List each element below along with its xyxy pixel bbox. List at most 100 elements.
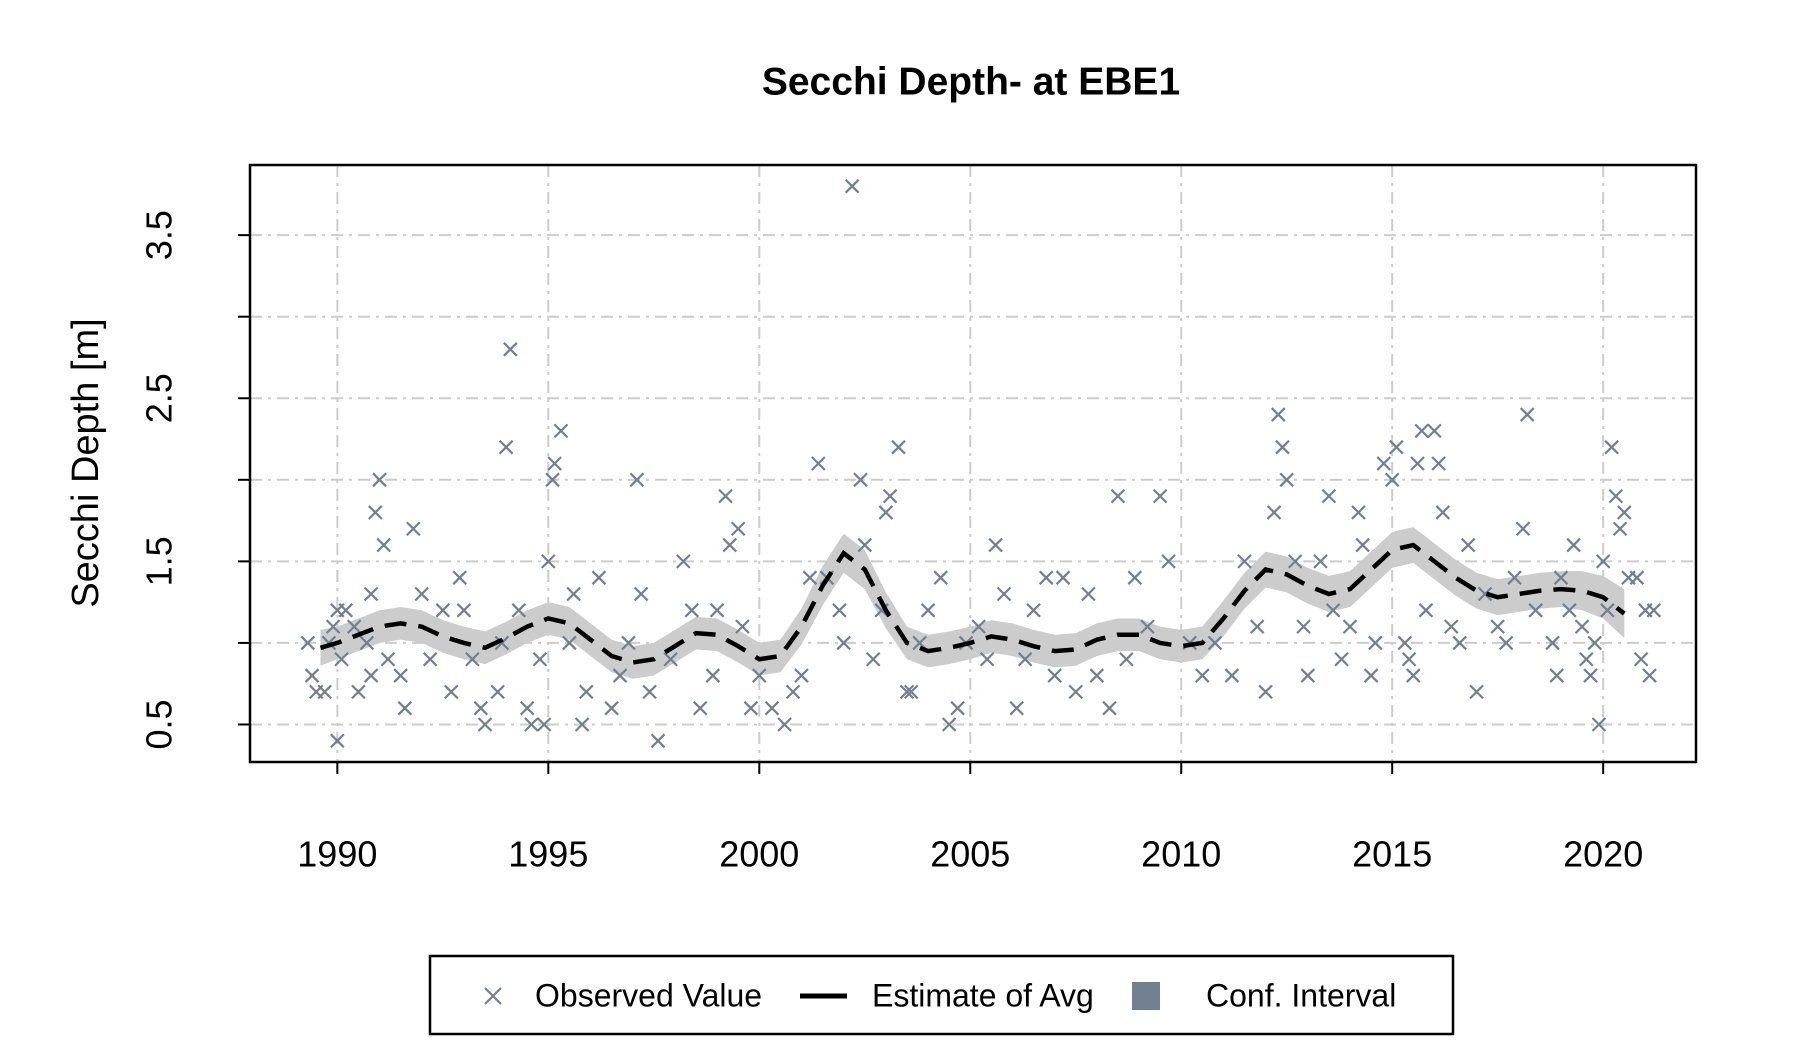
observed-point bbox=[477, 717, 493, 732]
estimate-line bbox=[319, 542, 1626, 665]
axis-layer: 1990 1995 2000 2005 2010 2015 2020 0.5 1.5 2.5 3.5 bbox=[139, 163, 1698, 875]
observed-point bbox=[1287, 554, 1303, 569]
observed-point bbox=[1549, 668, 1565, 683]
observed-point bbox=[709, 603, 725, 618]
observed-point bbox=[456, 603, 472, 618]
observed-point bbox=[338, 603, 354, 618]
observed-point bbox=[465, 651, 480, 667]
observed-point bbox=[1140, 619, 1155, 634]
observed-point bbox=[1279, 472, 1294, 488]
observed-point bbox=[857, 537, 873, 553]
legend-box bbox=[428, 954, 1455, 1036]
observed-point bbox=[1519, 407, 1535, 422]
observed-point bbox=[376, 537, 392, 553]
observed-point bbox=[1452, 635, 1467, 651]
observed-point bbox=[604, 700, 619, 716]
observed-point bbox=[1110, 488, 1126, 504]
observed-point bbox=[1389, 439, 1404, 455]
legend-label: Estimate of Avg bbox=[872, 977, 1094, 1013]
observed-point bbox=[1579, 651, 1594, 667]
observed-point bbox=[1055, 570, 1071, 585]
y-axis-label: Secchi Depth [m] bbox=[65, 318, 107, 607]
legend: Observed Value Estimate of Avg Conf. Inter… bbox=[428, 954, 1455, 1036]
observed-point bbox=[1009, 700, 1024, 716]
observed-point bbox=[1127, 570, 1143, 585]
observed-point bbox=[705, 668, 721, 683]
observed-point bbox=[971, 619, 986, 634]
observed-point bbox=[1068, 684, 1084, 700]
observed-point bbox=[1583, 668, 1598, 683]
observed-point bbox=[1642, 668, 1657, 683]
observed-point bbox=[1342, 619, 1358, 634]
observed-point bbox=[1237, 554, 1252, 569]
observed-point bbox=[519, 700, 535, 716]
observed-point bbox=[882, 488, 898, 504]
observed-point bbox=[718, 488, 733, 504]
observed-point bbox=[1152, 488, 1168, 504]
observed-point bbox=[591, 570, 607, 585]
x-tick-label: 2000 bbox=[719, 834, 799, 875]
observed-point bbox=[764, 700, 780, 716]
plot-frame bbox=[248, 163, 1698, 764]
observed-point bbox=[435, 603, 451, 618]
y-tick-label: 2.5 bbox=[139, 373, 180, 423]
observed-point bbox=[1591, 717, 1607, 732]
observed-point bbox=[1604, 439, 1619, 455]
observed-point bbox=[473, 700, 489, 716]
observed-point bbox=[351, 684, 366, 700]
observed-point bbox=[650, 733, 666, 749]
observed-point bbox=[1427, 423, 1442, 439]
observed-point bbox=[865, 651, 881, 667]
observed-point bbox=[524, 717, 539, 732]
observed-point bbox=[853, 472, 868, 488]
x-tick-label: 1995 bbox=[508, 834, 588, 875]
y-tick-label: 3.5 bbox=[139, 210, 180, 260]
observed-point bbox=[397, 700, 413, 716]
observed-point bbox=[878, 505, 894, 520]
observed-point bbox=[1460, 537, 1476, 553]
observed-point bbox=[1406, 668, 1421, 683]
observed-point bbox=[730, 521, 746, 537]
observed-point bbox=[1102, 700, 1117, 716]
observed-point bbox=[735, 619, 750, 634]
observed-point bbox=[304, 668, 320, 683]
observed-point bbox=[422, 651, 438, 667]
observed-point bbox=[629, 472, 645, 488]
observed-point bbox=[1321, 488, 1337, 504]
observed-point bbox=[359, 635, 375, 651]
y-tick-label: 0.5 bbox=[139, 699, 180, 749]
data-layer bbox=[300, 178, 1662, 749]
observed-point bbox=[1469, 684, 1484, 700]
observed-point bbox=[1562, 603, 1577, 618]
observed-point bbox=[1443, 619, 1459, 634]
observed-point bbox=[1384, 472, 1400, 488]
observed-point bbox=[1207, 635, 1223, 651]
observed-point bbox=[494, 635, 510, 651]
observed-point bbox=[1515, 521, 1531, 537]
observed-point bbox=[1355, 537, 1370, 553]
observed-point bbox=[498, 439, 514, 455]
observed-point bbox=[1633, 651, 1649, 667]
observed-point bbox=[1418, 603, 1434, 618]
observed-point bbox=[1047, 668, 1062, 683]
observed-point bbox=[1249, 619, 1265, 634]
observed-point bbox=[1587, 635, 1603, 651]
observed-point bbox=[1616, 505, 1632, 520]
observed-point bbox=[1271, 407, 1286, 422]
observed-point bbox=[1528, 603, 1543, 618]
observed-point bbox=[490, 684, 505, 700]
observed-point bbox=[633, 586, 649, 602]
observed-point bbox=[452, 570, 467, 585]
observed-point bbox=[1490, 619, 1505, 634]
observed-point bbox=[363, 668, 379, 683]
observed-point bbox=[621, 635, 636, 651]
observed-point bbox=[811, 456, 826, 471]
observed-point bbox=[1431, 456, 1446, 471]
y-tick-label: 1.5 bbox=[139, 536, 180, 586]
observed-point bbox=[692, 700, 708, 716]
observed-point bbox=[1608, 488, 1624, 504]
observed-point bbox=[1258, 684, 1273, 700]
observed-point bbox=[1566, 537, 1581, 553]
observed-point bbox=[406, 521, 421, 537]
